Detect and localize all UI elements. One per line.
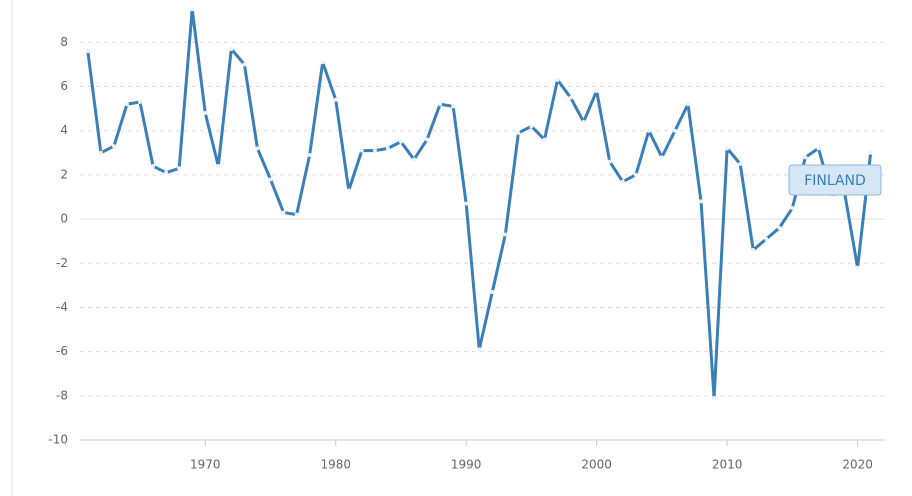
data-point: [516, 130, 521, 135]
data-point: [255, 146, 260, 151]
data-point: [855, 265, 860, 270]
y-tick-label: -8: [56, 388, 68, 402]
data-point: [659, 155, 664, 160]
data-point: [216, 164, 221, 169]
data-point: [464, 201, 469, 206]
data-point: [477, 347, 482, 352]
data-point: [790, 206, 795, 211]
data-point: [398, 139, 403, 144]
y-tick-label: -2: [56, 256, 68, 270]
data-point: [620, 179, 625, 184]
data-point: [738, 161, 743, 166]
y-tick-label: 0: [60, 212, 68, 226]
data-point: [699, 199, 704, 204]
data-point: [777, 225, 782, 230]
data-point: [685, 102, 690, 107]
data-point: [568, 95, 573, 100]
x-tick-label: 1990: [451, 458, 482, 472]
data-point: [281, 210, 286, 215]
data-point: [85, 49, 90, 54]
y-tick-label: -6: [56, 344, 68, 358]
data-point: [294, 212, 299, 217]
y-tick-label: 4: [60, 123, 68, 137]
data-point: [203, 111, 208, 116]
data-point: [372, 148, 377, 153]
y-tick-label: 8: [60, 35, 68, 49]
data-point: [412, 157, 417, 162]
data-point: [229, 46, 234, 51]
data-point: [359, 148, 364, 153]
x-tick-label: 2010: [712, 458, 743, 472]
data-point: [111, 144, 116, 149]
data-point: [98, 150, 103, 155]
data-point: [138, 99, 143, 104]
data-point: [177, 166, 182, 171]
data-point: [607, 159, 612, 164]
x-tick-label: 1980: [320, 458, 351, 472]
x-tick-label: 2020: [842, 458, 873, 472]
data-point: [529, 124, 534, 129]
data-point: [581, 119, 586, 124]
data-point: [542, 137, 547, 142]
data-point: [646, 128, 651, 133]
y-tick-label: -4: [56, 300, 68, 314]
data-point: [712, 396, 717, 401]
y-tick-label: 2: [60, 167, 68, 181]
data-point: [451, 104, 456, 109]
data-point: [725, 146, 730, 151]
data-point: [242, 62, 247, 67]
data-point: [268, 177, 273, 182]
data-point: [490, 289, 495, 294]
data-point: [164, 170, 169, 175]
data-point: [672, 128, 677, 133]
data-point: [307, 153, 312, 158]
data-point: [633, 172, 638, 177]
series-label-box: [788, 164, 882, 196]
series-line: [86, 7, 873, 400]
x-tick-label: 1970: [190, 458, 221, 472]
data-point: [425, 137, 430, 142]
data-point: [751, 248, 756, 253]
x-tick-label: 2000: [581, 458, 612, 472]
y-tick-label: 6: [60, 79, 68, 93]
y-tick-label: -10: [48, 433, 68, 447]
data-point: [385, 146, 390, 151]
data-point: [320, 60, 325, 65]
series-label-text: FINLAND: [804, 173, 866, 189]
data-point: [438, 102, 443, 107]
data-point: [868, 150, 873, 155]
data-point: [151, 164, 156, 169]
data-point: [503, 232, 508, 237]
data-point: [594, 88, 599, 93]
data-point: [816, 146, 821, 151]
series-label: FINLAND: [788, 164, 882, 196]
data-point: [124, 102, 129, 107]
data-point: [555, 77, 560, 82]
data-point: [346, 188, 351, 193]
data-point: [764, 236, 769, 241]
data-point: [333, 97, 338, 102]
data-point: [190, 7, 195, 12]
data-point: [803, 155, 808, 160]
